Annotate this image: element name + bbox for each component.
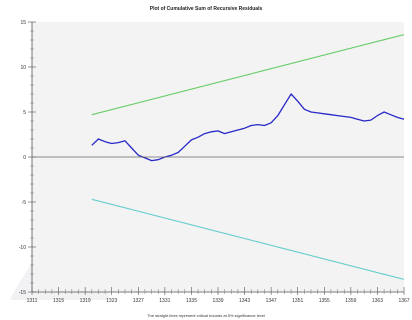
- x-tick-label: 1315: [53, 298, 64, 304]
- x-tick-label: 1327: [133, 298, 144, 304]
- y-tick-label: 0: [23, 155, 26, 161]
- y-tick-label: -10: [19, 245, 26, 251]
- chart-title: Plot of Cumulative Sum of Recursive Resi…: [149, 6, 263, 12]
- x-tick-label: 1347: [266, 298, 277, 304]
- y-tick-label: -15: [19, 290, 26, 296]
- x-tick-label: 1351: [292, 298, 303, 304]
- upper-bound-line: [91, 34, 405, 116]
- x-tick-label: 1343: [239, 298, 250, 304]
- lower-bound-line: [91, 198, 405, 280]
- y-tick-label: 5: [23, 110, 26, 116]
- x-tick-label: 1355: [319, 298, 330, 304]
- y-tick-label: -5: [22, 200, 27, 206]
- x-tick-label: 1323: [106, 298, 117, 304]
- x-tick-label: 1367: [398, 298, 409, 304]
- cusum-line: [91, 93, 405, 162]
- x-tick-label: 1311: [27, 298, 38, 304]
- chart-footnote: The straight lines represent critical bo…: [147, 313, 265, 318]
- x-tick-label: 1339: [212, 298, 223, 304]
- x-tick-label: 1331: [159, 298, 170, 304]
- x-tick-label: 1319: [80, 298, 91, 304]
- x-tick-label: 1359: [345, 298, 356, 304]
- y-tick-label: 15: [20, 20, 26, 26]
- x-tick-label: 1335: [186, 298, 197, 304]
- series-layer: [32, 34, 405, 280]
- y-tick-label: 10: [20, 65, 26, 71]
- x-tick-label: 1363: [372, 298, 383, 304]
